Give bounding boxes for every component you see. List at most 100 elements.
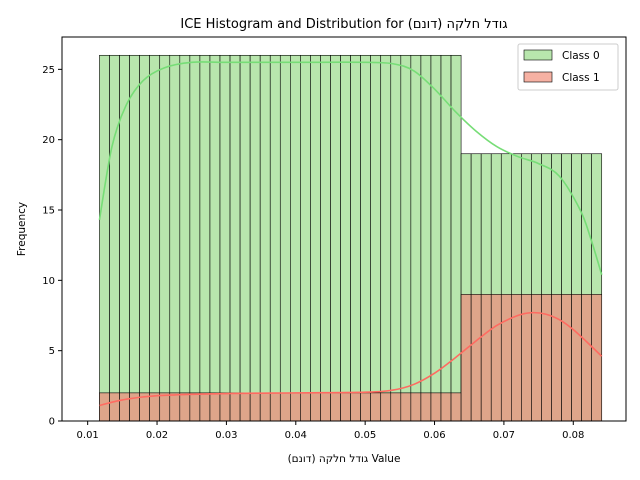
hist-bar-class-0-12 bbox=[219, 54, 231, 422]
hist-bar-class-0-16 bbox=[259, 54, 271, 422]
x-tick-label-2: 0.03 bbox=[215, 430, 237, 441]
kde-line-class-0 bbox=[98, 61, 603, 275]
x-tick-label-5: 0.06 bbox=[423, 430, 445, 441]
hist-bar-class-0-19 bbox=[290, 54, 301, 422]
plot-area: 0.01 0.02 0.03 0.04 0.05 0.06 0.07 0.08 0 5 10 15 20… bbox=[42, 36, 627, 441]
y-tick-label-4: 20 bbox=[42, 135, 55, 146]
hist-bar-class-0-30 bbox=[400, 54, 412, 422]
hist-bar-class-0-24 bbox=[340, 54, 351, 422]
hist-bar-class-0-13 bbox=[229, 54, 241, 422]
hist-bar-class-1-16 bbox=[259, 392, 271, 422]
hist-bar-class-0-3 bbox=[129, 54, 140, 422]
hist-bar-class-1-19 bbox=[290, 392, 301, 422]
hist-bar-class-1-23 bbox=[330, 392, 341, 422]
plot-frame bbox=[61, 36, 627, 422]
hist-bar-class-0-8 bbox=[179, 54, 191, 422]
kde-line-class-1 bbox=[99, 311, 603, 407]
hist-bar-class-1-7 bbox=[169, 392, 181, 422]
hist-bar-class-1-47 bbox=[571, 294, 582, 422]
hist-bar-class-1-10 bbox=[199, 392, 211, 422]
hist-bar-class-1-48 bbox=[581, 294, 592, 422]
legend-label-class-0: Class 0 bbox=[562, 50, 600, 62]
hist-bar-class-1-33 bbox=[430, 392, 442, 422]
hist-bar-class-1-24 bbox=[340, 392, 351, 422]
hist-bar-class-0-25 bbox=[350, 54, 361, 422]
hist-bar-class-1-46 bbox=[561, 294, 572, 422]
hist-bar-class-1-22 bbox=[320, 392, 331, 422]
hist-bar-class-1-38 bbox=[480, 294, 492, 422]
hist-bar-class-1-8 bbox=[179, 392, 191, 422]
hist-bar-class-1-20 bbox=[300, 392, 311, 422]
hist-bar-class-0-23 bbox=[330, 54, 341, 422]
hist-bar-class-0-0 bbox=[99, 54, 110, 422]
hist-bar-class-1-0 bbox=[99, 392, 110, 422]
hist-bar-class-1-41 bbox=[511, 294, 522, 422]
y-axis-label: Frequency bbox=[16, 202, 28, 256]
hist-bar-class-1-45 bbox=[551, 294, 562, 422]
hist-bar-class-0-1 bbox=[109, 54, 120, 422]
y-tick-label-1: 5 bbox=[49, 346, 55, 357]
hist-bar-class-0-14 bbox=[239, 54, 251, 422]
hist-bar-class-0-33 bbox=[430, 54, 442, 422]
hist-bar-class-1-6 bbox=[159, 392, 171, 422]
hist-bar-class-0-5 bbox=[149, 54, 161, 422]
hist-bar-class-0-28 bbox=[380, 54, 392, 422]
hist-bar-class-0-27 bbox=[370, 54, 382, 422]
hist-bar-class-1-31 bbox=[410, 392, 422, 422]
hist-bar-class-1-34 bbox=[440, 392, 452, 422]
hist-bar-class-0-35 bbox=[450, 54, 462, 422]
hist-bar-class-0-6 bbox=[159, 54, 171, 422]
hist-bar-class-0-10 bbox=[199, 54, 211, 422]
hist-bar-class-1-35 bbox=[450, 392, 462, 422]
hist-bar-class-0-20 bbox=[300, 54, 311, 422]
hist-bar-class-0-32 bbox=[420, 54, 432, 422]
x-axis-label: גודל חלקה (דונם) Value bbox=[288, 453, 401, 465]
x-tick-label-0: 0.01 bbox=[77, 430, 99, 441]
hist-bar-class-1-15 bbox=[249, 392, 261, 422]
hist-bar-class-1-39 bbox=[490, 294, 502, 422]
hist-bar-class-0-21 bbox=[310, 54, 321, 422]
x-tick-label-1: 0.02 bbox=[146, 430, 168, 441]
hist-bar-class-0-11 bbox=[209, 54, 221, 422]
hist-bar-class-0-34 bbox=[440, 54, 452, 422]
hist-bar-class-1-5 bbox=[149, 392, 161, 422]
hist-bar-class-1-2 bbox=[119, 392, 130, 422]
legend-swatch-class-1 bbox=[523, 71, 553, 83]
hist-bar-class-1-14 bbox=[239, 392, 251, 422]
y-tick-label-5: 25 bbox=[42, 65, 55, 76]
y-tick-label-3: 15 bbox=[42, 206, 55, 217]
hist-bar-class-0-26 bbox=[360, 54, 371, 422]
hist-bar-class-0-29 bbox=[390, 54, 402, 422]
hist-bar-class-0-17 bbox=[269, 54, 281, 422]
x-tick-label-7: 0.08 bbox=[562, 430, 584, 441]
legend: Class 0 Class 1 bbox=[517, 43, 619, 91]
hist-bar-class-1-28 bbox=[380, 392, 392, 422]
hist-bar-class-1-27 bbox=[370, 392, 382, 422]
legend-label-class-1: Class 1 bbox=[562, 72, 600, 84]
hist-bar-class-1-30 bbox=[400, 392, 412, 422]
hist-bar-class-1-1 bbox=[109, 392, 120, 422]
chart-title: ICE Histogram and Distribution for גודל … bbox=[180, 17, 507, 32]
hist-bar-class-0-7 bbox=[169, 54, 181, 422]
hist-bar-class-1-12 bbox=[219, 392, 231, 422]
hist-bar-class-1-25 bbox=[350, 392, 361, 422]
hist-bar-class-1-11 bbox=[209, 392, 221, 422]
legend-swatch-class-0 bbox=[523, 49, 553, 61]
hist-bar-class-1-36 bbox=[460, 294, 472, 422]
hist-bar-class-0-31 bbox=[410, 54, 422, 422]
x-tick-label-3: 0.04 bbox=[285, 430, 307, 441]
y-tick-label-2: 10 bbox=[42, 276, 55, 287]
hist-bar-class-1-9 bbox=[189, 392, 201, 422]
hist-bar-class-0-22 bbox=[320, 54, 331, 422]
hist-bar-class-0-15 bbox=[249, 54, 261, 422]
hist-bar-class-1-18 bbox=[279, 392, 291, 422]
hist-bar-class-1-26 bbox=[360, 392, 371, 422]
hist-bar-class-0-9 bbox=[189, 54, 201, 422]
y-tick-label-0: 0 bbox=[49, 417, 55, 428]
x-tick-label-6: 0.07 bbox=[493, 430, 515, 441]
hist-bar-class-1-40 bbox=[500, 294, 512, 422]
hist-bar-class-0-4 bbox=[139, 54, 150, 422]
x-tick-label-4: 0.05 bbox=[354, 430, 376, 441]
hist-bar-class-1-37 bbox=[470, 294, 482, 422]
